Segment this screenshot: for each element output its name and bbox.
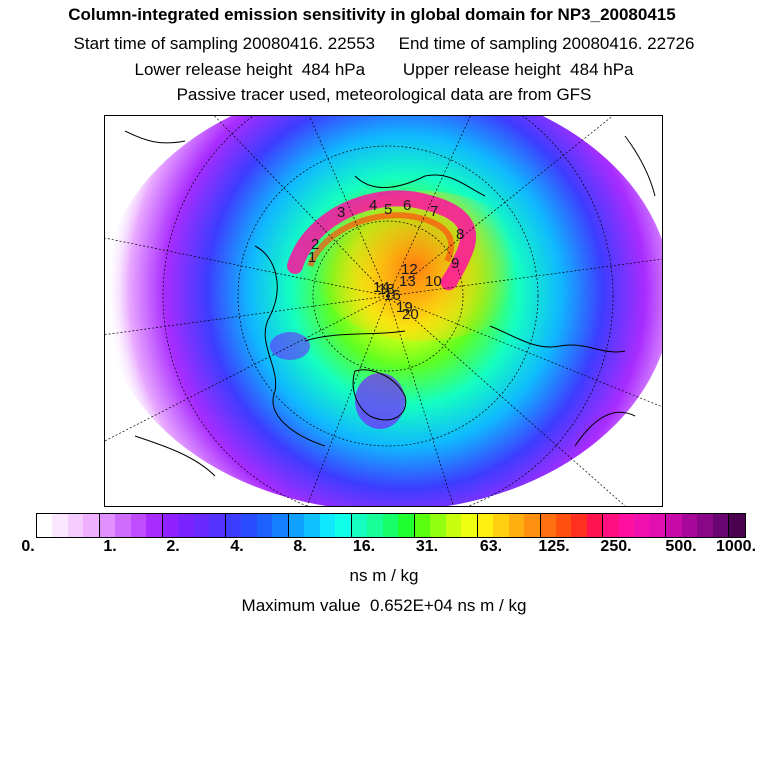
traj-label-5: 5 xyxy=(384,201,392,218)
colorbar-tick: 500. xyxy=(665,538,697,555)
colorbar-segment xyxy=(256,514,273,537)
colorbar-tick: 2. xyxy=(166,538,180,555)
colorbar-segment xyxy=(461,514,478,537)
traj-label-7: 7 xyxy=(430,203,438,220)
colorbar-tick: 0. xyxy=(21,538,35,555)
traj-label-13: 13 xyxy=(399,273,416,290)
map-canvas: 1 2 3 4 5 6 7 8 9 10 12 13 14 16 18 19 2… xyxy=(105,116,662,506)
traj-label-19: 19 xyxy=(396,299,413,316)
colorbar-tick: 1. xyxy=(103,538,117,555)
colorbar-segment xyxy=(225,514,242,537)
release-height-line: Lower release height 484 hPa Upper relea… xyxy=(134,60,634,79)
colorbar-segment xyxy=(586,514,604,537)
high-sensitivity-band xyxy=(287,190,476,291)
colorbar-segment xyxy=(681,514,698,537)
traj-label-20: 20 xyxy=(402,306,419,323)
colorbar-segment xyxy=(618,514,635,537)
colorbar-segment xyxy=(209,514,226,537)
colorbar-segment xyxy=(571,514,587,537)
orange-band xyxy=(307,212,455,268)
colorbar-segment xyxy=(193,514,210,537)
colorbar-segment xyxy=(729,514,745,537)
colorbar-segment xyxy=(146,514,163,537)
colorbar-segment xyxy=(304,514,320,537)
colorbar-segment xyxy=(524,514,541,537)
colorbar-tick: 16. xyxy=(352,538,376,555)
colorbar-segment xyxy=(697,514,713,537)
colorbar-segment xyxy=(115,514,131,537)
colorbar-segment xyxy=(540,514,556,537)
colorbar-tick: 8. xyxy=(293,538,307,555)
colorbar-segment xyxy=(430,514,446,537)
tracer-info-line: Passive tracer used, meteorological data… xyxy=(176,85,592,104)
colorbar-segment xyxy=(634,514,650,537)
colorbar-segment xyxy=(319,514,336,537)
traj-label-4: 4 xyxy=(369,197,377,214)
colorbar-segment xyxy=(83,514,100,537)
colorbar-segment xyxy=(666,514,682,537)
traj-label-16: 16 xyxy=(384,287,401,304)
colorbar-segment xyxy=(37,514,53,537)
colorbar-segment xyxy=(712,514,730,537)
colorbar-unit: ns m / kg xyxy=(349,566,419,585)
colorbar-tick: 4. xyxy=(230,538,244,555)
colorbar-segment xyxy=(445,514,462,537)
traj-label-2: 2 xyxy=(311,236,319,253)
colorbar-segment xyxy=(241,514,257,537)
traj-label-18: 18 xyxy=(378,281,395,298)
coastlines xyxy=(124,130,656,477)
colorbar-tick: 250. xyxy=(600,538,632,555)
colorbar-segment xyxy=(477,514,494,537)
colorbar-tick: 31. xyxy=(415,538,439,555)
traj-label-3: 3 xyxy=(337,204,345,221)
plot-title: Column-integrated emission sensitivity i… xyxy=(68,5,676,24)
colorbar-segment xyxy=(493,514,509,537)
colorbar-segment xyxy=(555,514,572,537)
trajectory-labels: 1 2 3 4 5 6 7 8 9 10 12 13 14 16 18 19 2… xyxy=(308,197,464,323)
blue-patch xyxy=(355,373,405,429)
colorbar-segment xyxy=(351,514,368,537)
colorbar-segment xyxy=(288,514,305,537)
colorbar-segment xyxy=(382,514,399,537)
colorbar-segment xyxy=(367,514,383,537)
colorbar-segment xyxy=(414,514,431,537)
maximum-value: Maximum value 0.652E+04 ns m / kg xyxy=(241,596,527,615)
colorbar-segment xyxy=(130,514,147,537)
sensitivity-hotspot xyxy=(313,191,533,341)
blue-patch-west xyxy=(270,332,310,360)
colorbar-segment xyxy=(603,514,619,537)
colorbar-segment xyxy=(272,514,289,537)
traj-label-6: 6 xyxy=(403,197,411,214)
traj-label-14: 14 xyxy=(373,279,390,296)
colorbar-segment xyxy=(335,514,352,537)
sampling-time-line: Start time of sampling 20080416. 22553 E… xyxy=(73,34,695,53)
emission-sensitivity-map: 1 2 3 4 5 6 7 8 9 10 12 13 14 16 18 19 2… xyxy=(104,115,663,507)
colorbar-segment xyxy=(508,514,525,537)
colorbar-segment xyxy=(178,514,194,537)
colorbar-segment xyxy=(649,514,667,537)
traj-label-9: 9 xyxy=(451,255,459,272)
traj-label-10: 10 xyxy=(425,273,442,290)
traj-label-8: 8 xyxy=(456,226,464,243)
colorbar-segment xyxy=(67,514,84,537)
colorbar-segment xyxy=(99,514,116,537)
colorbar xyxy=(36,513,746,538)
colorbar-segment xyxy=(162,514,179,537)
colorbar-tick: 63. xyxy=(479,538,503,555)
traj-label-12: 12 xyxy=(401,261,418,278)
colorbar-segment xyxy=(398,514,415,537)
colorbar-segment xyxy=(52,514,68,537)
traj-label-1: 1 xyxy=(308,249,316,266)
colorbar-tick: 1000. xyxy=(715,538,757,555)
colorbar-tick: 125. xyxy=(538,538,570,555)
